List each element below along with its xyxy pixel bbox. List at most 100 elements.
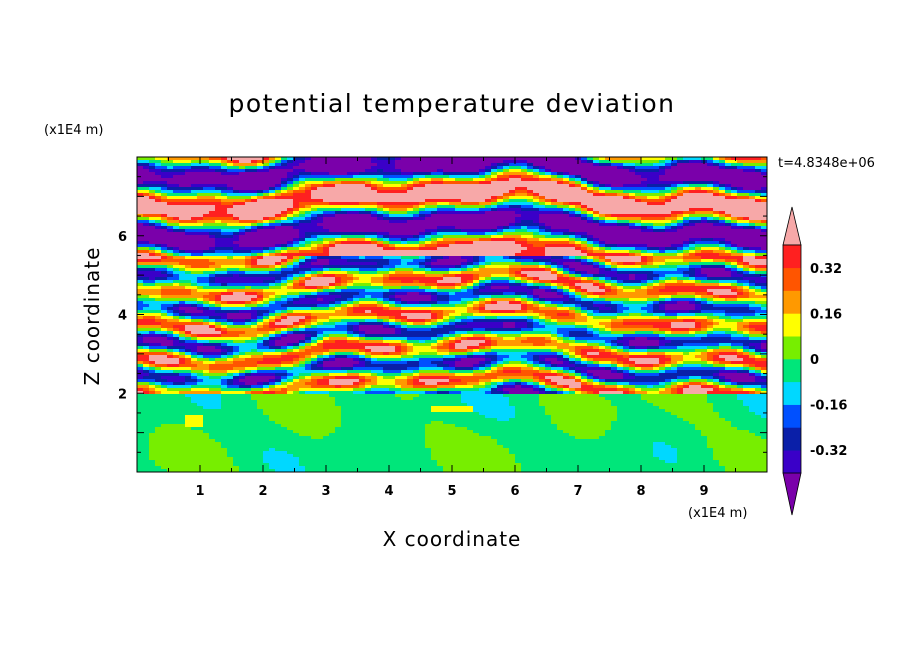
contour-cell <box>137 244 156 248</box>
contour-cell <box>419 301 438 305</box>
contour-cell <box>377 268 390 272</box>
contour-cell <box>755 364 767 368</box>
contour-cell <box>713 322 720 326</box>
contour-cell <box>581 160 588 164</box>
contour-cell <box>191 352 198 356</box>
contour-cell <box>185 418 204 422</box>
contour-cell <box>311 247 318 251</box>
contour-cell <box>437 259 468 263</box>
contour-cell <box>275 184 282 188</box>
contour-cell <box>275 334 282 338</box>
contour-cell <box>317 187 372 191</box>
x-tick-label: 1 <box>195 484 204 499</box>
contour-cell <box>539 196 546 200</box>
contour-cell <box>515 412 546 416</box>
contour-cell <box>581 175 642 179</box>
contour-cell <box>287 283 294 287</box>
contour-cell <box>599 247 606 251</box>
contour-cell <box>233 322 246 326</box>
contour-cell <box>563 352 570 356</box>
contour-cell <box>137 274 168 278</box>
contour-cell <box>281 265 288 269</box>
contour-cell <box>155 361 180 365</box>
contour-cell <box>557 355 564 359</box>
contour-cell <box>683 211 696 215</box>
contour-cell <box>533 325 546 329</box>
contour-cell <box>317 364 324 368</box>
contour-cell <box>539 370 552 374</box>
contour-cell <box>137 433 150 437</box>
contour-cell <box>383 298 390 302</box>
contour-cell <box>137 439 150 443</box>
contour-cell <box>521 178 540 182</box>
contour-cell <box>281 223 300 227</box>
contour-cell <box>629 313 642 317</box>
contour-cell <box>485 283 492 287</box>
contour-cell <box>473 280 480 284</box>
contour-cell <box>635 277 648 281</box>
contour-cell <box>677 160 690 164</box>
contour-cell <box>317 289 324 293</box>
contour-cell <box>335 385 342 389</box>
contour-cell <box>617 268 678 272</box>
contour-cell <box>605 433 702 437</box>
contour-cell <box>149 391 156 395</box>
contour-cell <box>557 175 564 179</box>
contour-cell <box>527 280 534 284</box>
contour-cell <box>293 391 300 395</box>
contour-cell <box>299 373 312 377</box>
contour-cell <box>137 301 144 305</box>
contour-cell <box>317 259 330 263</box>
contour-cell <box>647 292 678 296</box>
contour-cell <box>665 388 672 392</box>
contour-cell <box>599 163 612 167</box>
contour-cell <box>359 376 366 380</box>
contour-cell <box>215 346 222 350</box>
contour-cell <box>707 436 762 440</box>
contour-cell <box>641 259 648 263</box>
contour-cell <box>473 268 480 272</box>
contour-cell <box>623 319 684 323</box>
contour-cell <box>137 304 150 308</box>
contour-cell <box>137 310 162 314</box>
contour-cell <box>311 190 378 194</box>
contour-cell <box>725 385 738 389</box>
contour-cell <box>743 292 750 296</box>
contour-cell <box>497 418 510 422</box>
contour-cell <box>539 208 564 212</box>
contour-cell <box>215 439 426 443</box>
contour-cell <box>545 250 582 254</box>
contour-cell <box>707 319 714 323</box>
contour-cell <box>569 184 576 188</box>
contour-cell <box>569 208 576 212</box>
contour-cell <box>527 163 534 167</box>
contour-cell <box>719 187 726 191</box>
contour-cell <box>611 349 618 353</box>
contour-cell <box>587 340 606 344</box>
contour-cell <box>575 316 588 320</box>
contour-cell <box>659 301 666 305</box>
contour-cell <box>503 235 522 239</box>
contour-cell <box>521 205 534 209</box>
contour-cell <box>479 169 486 173</box>
contour-cell <box>137 289 162 293</box>
contour-cell <box>569 178 576 182</box>
contour-cell <box>293 265 300 269</box>
contour-cell <box>599 307 612 311</box>
contour-cell <box>665 166 672 170</box>
contour-cell <box>761 349 767 353</box>
contour-cell <box>677 187 684 191</box>
contour-cell <box>245 382 258 386</box>
contour-cell <box>209 277 216 281</box>
contour-cell <box>395 265 420 269</box>
contour-cell <box>707 349 714 353</box>
contour-cell <box>701 376 714 380</box>
contour-cell <box>311 220 324 224</box>
contour-cell <box>503 337 516 341</box>
contour-cell <box>137 238 216 242</box>
contour-cell <box>587 361 594 365</box>
contour-cell <box>713 238 726 242</box>
contour-cell <box>299 457 432 461</box>
contour-cell <box>353 277 360 281</box>
contour-cell <box>467 427 558 431</box>
